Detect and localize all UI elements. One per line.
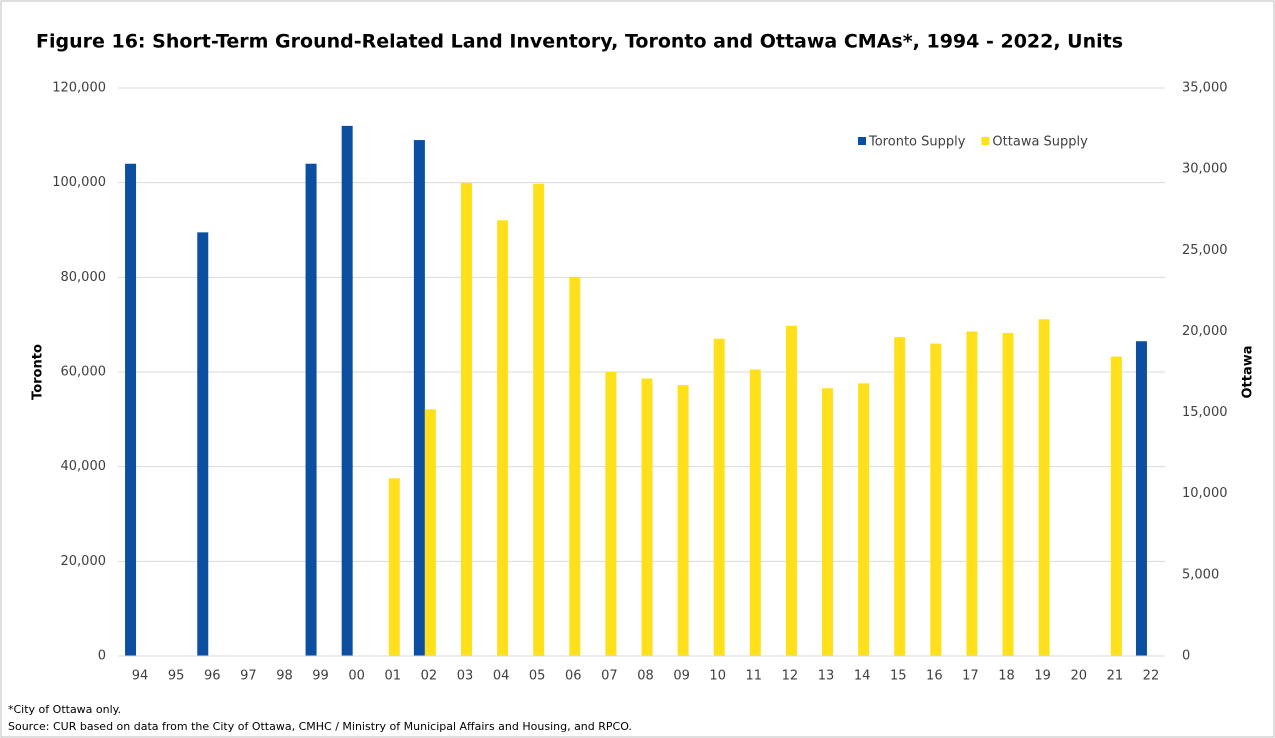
x-tick-label: 00 — [348, 669, 365, 684]
y2-tick-label: 35,000 — [1182, 81, 1228, 96]
bar — [533, 183, 545, 656]
x-tick-label: 19 — [1034, 669, 1051, 684]
bar — [641, 378, 653, 656]
bar — [930, 343, 942, 656]
x-tick-label: 22 — [1143, 669, 1160, 684]
bar — [497, 220, 509, 656]
x-tick-label: 03 — [457, 669, 474, 684]
bar — [749, 369, 761, 656]
y2-tick-label: 25,000 — [1182, 243, 1228, 258]
x-tick-label: 99 — [312, 669, 329, 684]
x-tick-label: 21 — [1107, 669, 1124, 684]
y2-tick-label: 30,000 — [1182, 162, 1228, 177]
x-tick-label: 01 — [385, 669, 402, 684]
chart-title: Figure 16: Short-Term Ground-Related Lan… — [36, 31, 1123, 53]
x-tick-label: 18 — [998, 669, 1015, 684]
bar — [460, 182, 472, 657]
source-note: Source: CUR based on data from the City … — [8, 720, 632, 733]
x-tick-label: 09 — [673, 669, 690, 684]
y2-axis-title: Ottawa — [1241, 345, 1256, 398]
bar — [413, 140, 425, 657]
y-tick-label: 0 — [98, 649, 106, 664]
x-tick-label: 12 — [782, 669, 799, 684]
y2-tick-label: 15,000 — [1182, 405, 1228, 420]
x-tick-label: 04 — [493, 669, 510, 684]
bar — [1110, 356, 1122, 656]
x-tick-label: 02 — [421, 669, 438, 684]
bar — [894, 337, 906, 656]
y-tick-label: 100,000 — [52, 175, 106, 190]
y2-tick-label: 10,000 — [1182, 486, 1228, 501]
bar — [966, 331, 978, 656]
x-tick-label: 06 — [565, 669, 582, 684]
bar — [677, 384, 689, 656]
bar — [1135, 341, 1147, 656]
x-tick-label: 94 — [132, 669, 149, 684]
y-tick-label: 80,000 — [61, 270, 107, 285]
bar — [713, 338, 725, 656]
bar — [305, 163, 317, 656]
bar — [197, 232, 209, 656]
legend-label: Toronto Supply — [868, 135, 966, 150]
x-tick-label: 16 — [926, 669, 943, 684]
y-tick-label: 40,000 — [61, 459, 107, 474]
x-tick-label: 15 — [890, 669, 907, 684]
legend-swatch — [858, 137, 866, 145]
y-tick-label: 20,000 — [61, 554, 107, 569]
bar — [125, 163, 137, 656]
y-tick-label: 60,000 — [61, 365, 107, 380]
x-tick-label: 96 — [204, 669, 221, 684]
y2-tick-label: 5,000 — [1182, 567, 1219, 582]
legend-label: Ottawa Supply — [992, 135, 1088, 150]
bar — [569, 277, 581, 656]
bar — [424, 409, 436, 656]
y-tick-label: 120,000 — [52, 81, 106, 96]
bar — [858, 383, 870, 656]
y-axis-title: Toronto — [31, 344, 46, 400]
x-tick-label: 20 — [1070, 669, 1087, 684]
x-tick-label: 98 — [276, 669, 293, 684]
x-tick-label: 11 — [746, 669, 763, 684]
bar — [1038, 319, 1050, 656]
x-tick-label: 97 — [240, 669, 257, 684]
x-tick-label: 08 — [637, 669, 654, 684]
x-tick-label: 14 — [854, 669, 871, 684]
bar — [388, 478, 400, 656]
legend-swatch — [981, 137, 990, 145]
footnote: *City of Ottawa only. — [8, 703, 121, 716]
bar — [341, 125, 353, 656]
bar — [785, 325, 797, 656]
x-tick-label: 10 — [709, 669, 726, 684]
x-tick-label: 07 — [601, 669, 618, 684]
y2-tick-label: 20,000 — [1182, 324, 1228, 339]
x-tick-label: 17 — [962, 669, 979, 684]
y2-tick-label: 0 — [1182, 649, 1190, 664]
x-tick-label: 13 — [818, 669, 835, 684]
bar — [605, 372, 617, 656]
bar — [822, 388, 834, 656]
x-tick-label: 95 — [168, 669, 185, 684]
x-tick-label: 05 — [529, 669, 546, 684]
bar — [1002, 333, 1014, 656]
